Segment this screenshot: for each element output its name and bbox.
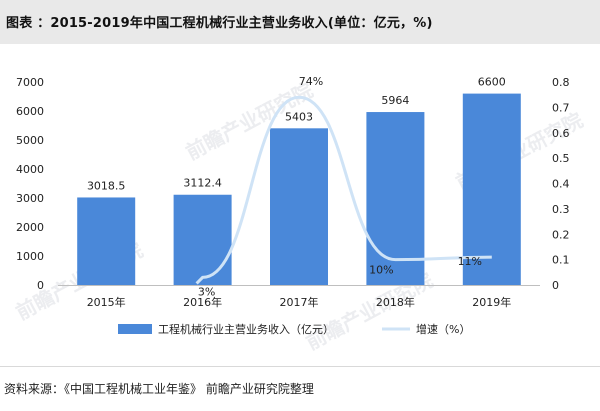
bar-value-label: 5964 [381, 94, 409, 107]
chart-title: 图表 ：2015-2019年中国工程机械行业主营业务收入(单位：亿元，%) [6, 16, 433, 31]
title-bar: 图表 ：2015-2019年中国工程机械行业主营业务收入(单位：亿元，%) [0, 0, 600, 44]
y-right-tick-label: 0 [552, 279, 559, 292]
chart-svg: 0 1000 2000 3000 4000 5000 6000 7000 0 0.1 0.2 0.3 0… [16, 75, 570, 336]
bar-value-label: 6600 [478, 76, 506, 89]
y-left-tick-label: 0 [37, 279, 44, 292]
y-right-tick-label: 0.1 [552, 254, 570, 267]
legend-bar-label: 工程机械行业主营业务收入（亿元） [158, 322, 334, 336]
x-tick-label: 2018年 [376, 295, 415, 309]
y-right-tick-label: 0.4 [552, 178, 570, 191]
y-left-tick-label: 4000 [16, 163, 44, 176]
y-right-tick-label: 0.8 [552, 76, 570, 89]
bar-2016年 [173, 194, 232, 285]
growth-rate-label: 11% [458, 255, 482, 268]
bar-2018年 [366, 112, 425, 285]
bar-2015年 [77, 197, 136, 285]
y-left-tick-label: 5000 [16, 134, 44, 147]
y-left-tick-label: 1000 [16, 250, 44, 263]
x-tick-label: 2016年 [183, 295, 222, 309]
y-right-tick-label: 0.2 [552, 228, 570, 241]
y-left-tick-label: 7000 [16, 76, 44, 89]
y-right-tick-label: 0.5 [552, 152, 570, 165]
bar-value-label: 3112.4 [183, 177, 222, 190]
x-tick-label: 2019年 [472, 295, 511, 309]
legend-bar-swatch [118, 324, 152, 334]
x-tick-label: 2015年 [87, 295, 126, 309]
legend-line-label: 增速（%） [416, 322, 470, 336]
bar-value-label: 3018.5 [87, 179, 126, 192]
bar-value-label: 5403 [285, 110, 313, 123]
y-left-tick-label: 6000 [16, 105, 44, 118]
source-note: 资料来源：《中国工程机械工业年鉴》 前瞻产业研究院整理 [4, 382, 314, 396]
y-left-tick-label: 3000 [16, 192, 44, 205]
bar-2019年 [462, 93, 521, 285]
growth-rate-label: 74% [299, 75, 323, 88]
y-right-tick-label: 0.6 [552, 127, 570, 140]
x-tick-label: 2017年 [280, 295, 319, 309]
growth-rate-line [195, 95, 492, 285]
growth-rate-label: 3% [198, 285, 215, 298]
y-left-tick-label: 2000 [16, 221, 44, 234]
y-right-tick-label: 0.3 [552, 203, 570, 216]
y-right-tick-label: 0.7 [552, 101, 570, 114]
bar-2017年 [270, 128, 328, 285]
growth-rate-label: 10% [369, 264, 393, 277]
footer-divider [0, 366, 600, 367]
